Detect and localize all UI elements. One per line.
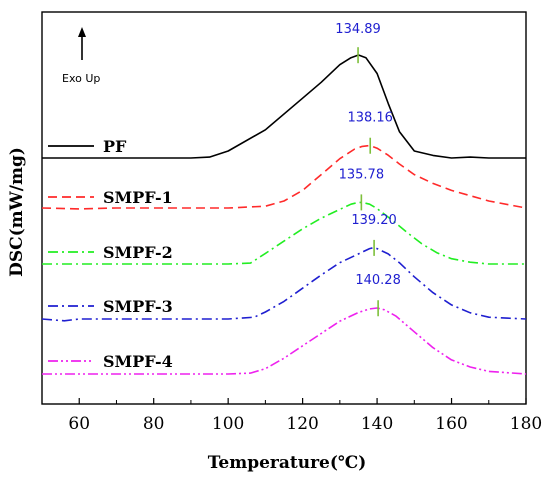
legend-label-pf: PF bbox=[103, 137, 127, 156]
series-line-smpf-1 bbox=[41, 144, 527, 210]
exo-up-label: Exo Up bbox=[62, 72, 100, 85]
peak-annotations: 134.89 138.16 135.78 139.20 140.28 bbox=[335, 22, 401, 317]
peak-label-smpf-4: 140.28 bbox=[355, 273, 401, 288]
legend-label-smpf-2: SMPF-2 bbox=[103, 243, 173, 262]
x-tick-label: 140 bbox=[361, 414, 393, 434]
peak-label-pf: 134.89 bbox=[335, 22, 381, 37]
x-tick-label: 80 bbox=[143, 414, 165, 434]
peak-label-smpf-3: 139.20 bbox=[351, 213, 397, 228]
legend-label-smpf-4: SMPF-4 bbox=[103, 352, 173, 371]
exo-up-arrowhead-icon bbox=[78, 27, 86, 37]
peak-label-smpf-1: 138.16 bbox=[347, 111, 393, 126]
x-axis-ticks: 60 80 100 120 140 160 180 bbox=[41, 398, 542, 434]
series-line-smpf-2 bbox=[42, 201, 526, 265]
series-line-smpf-4 bbox=[42, 307, 527, 375]
x-axis-title: Temperature(℃) bbox=[208, 453, 367, 473]
x-tick-label: 160 bbox=[435, 414, 467, 434]
x-tick-label: 120 bbox=[286, 414, 318, 434]
legend: PF SMPF-1 SMPF-2 SMPF-3 SMPF-4 bbox=[48, 137, 173, 371]
series-layer bbox=[41, 54, 527, 375]
peak-label-smpf-2: 135.78 bbox=[339, 167, 385, 182]
legend-label-smpf-1: SMPF-1 bbox=[103, 188, 173, 207]
series-line-smpf-3 bbox=[41, 246, 527, 322]
exo-up-annotation: Exo Up bbox=[62, 27, 100, 85]
x-tick-label: 180 bbox=[510, 414, 542, 434]
y-axis-title: DSC(mW/mg) bbox=[7, 147, 27, 277]
x-tick-label: 60 bbox=[68, 414, 90, 434]
x-tick-label: 100 bbox=[212, 414, 244, 434]
legend-label-smpf-3: SMPF-3 bbox=[103, 297, 173, 316]
